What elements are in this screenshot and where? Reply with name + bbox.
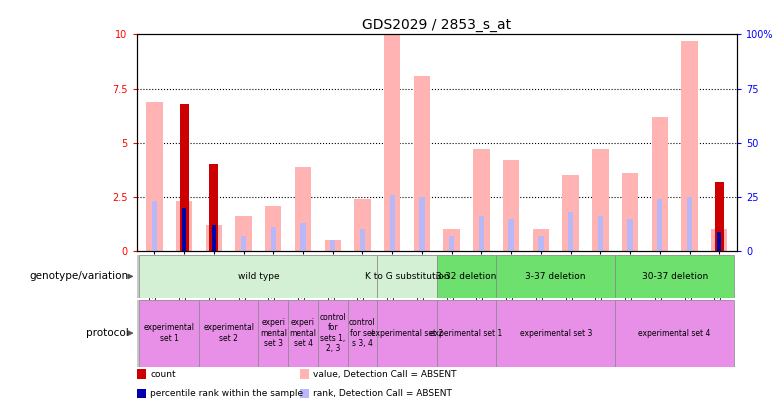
Bar bbox=[597, 216, 603, 251]
Bar bbox=[389, 195, 395, 251]
Bar bbox=[300, 388, 309, 398]
Bar bbox=[384, 34, 400, 251]
Bar bbox=[199, 300, 258, 367]
Bar bbox=[300, 369, 309, 379]
Text: 30-37 deletion: 30-37 deletion bbox=[641, 272, 707, 281]
Bar bbox=[420, 197, 424, 251]
Bar bbox=[258, 300, 288, 367]
Bar bbox=[568, 212, 573, 251]
Bar bbox=[622, 173, 638, 251]
Bar bbox=[360, 229, 365, 251]
Bar bbox=[212, 225, 215, 251]
Bar bbox=[615, 300, 734, 367]
Bar bbox=[140, 255, 378, 298]
Bar bbox=[503, 160, 519, 251]
Bar bbox=[295, 166, 311, 251]
Text: experimental set 4: experimental set 4 bbox=[639, 328, 711, 338]
Bar bbox=[136, 369, 146, 379]
Text: 3-37 deletion: 3-37 deletion bbox=[526, 272, 586, 281]
Bar bbox=[627, 219, 633, 251]
Bar bbox=[682, 41, 697, 251]
Text: wild type: wild type bbox=[238, 272, 279, 281]
Bar bbox=[209, 164, 218, 251]
Bar bbox=[413, 76, 430, 251]
Bar bbox=[151, 201, 157, 251]
Bar bbox=[348, 300, 378, 367]
Text: percentile rank within the sample: percentile rank within the sample bbox=[151, 389, 303, 398]
Bar bbox=[651, 117, 668, 251]
Bar bbox=[496, 300, 615, 367]
Bar bbox=[437, 300, 496, 367]
Bar bbox=[449, 236, 454, 251]
Bar bbox=[533, 229, 549, 251]
Bar bbox=[378, 300, 437, 367]
Text: control
for
sets 1,
2, 3: control for sets 1, 2, 3 bbox=[319, 313, 346, 353]
Bar bbox=[300, 223, 306, 251]
Bar bbox=[324, 240, 341, 251]
Text: count: count bbox=[151, 370, 176, 379]
Text: experimental set 2: experimental set 2 bbox=[371, 328, 443, 338]
Bar bbox=[288, 300, 318, 367]
Text: experi
mental
set 4: experi mental set 4 bbox=[289, 318, 317, 348]
Bar bbox=[714, 182, 724, 251]
Bar bbox=[717, 229, 722, 251]
Bar bbox=[183, 208, 186, 251]
Bar bbox=[140, 300, 199, 367]
Bar bbox=[562, 175, 579, 251]
Bar bbox=[206, 225, 222, 251]
Bar bbox=[211, 223, 217, 251]
Bar bbox=[711, 229, 728, 251]
Bar bbox=[657, 199, 662, 251]
Bar bbox=[473, 149, 490, 251]
Bar bbox=[496, 255, 615, 298]
Text: genotype/variation: genotype/variation bbox=[30, 271, 129, 281]
Bar bbox=[176, 201, 192, 251]
Text: experimental
set 2: experimental set 2 bbox=[203, 324, 254, 343]
Bar bbox=[330, 240, 335, 251]
Bar bbox=[354, 199, 370, 251]
Bar bbox=[271, 227, 276, 251]
Bar bbox=[241, 236, 246, 251]
Text: experimental
set 1: experimental set 1 bbox=[144, 324, 195, 343]
Bar bbox=[265, 206, 282, 251]
Bar bbox=[479, 216, 484, 251]
Bar bbox=[136, 388, 146, 398]
Text: experi
mental
set 3: experi mental set 3 bbox=[260, 318, 287, 348]
Bar bbox=[538, 236, 544, 251]
Title: GDS2029 / 2853_s_at: GDS2029 / 2853_s_at bbox=[362, 18, 512, 32]
Text: value, Detection Call = ABSENT: value, Detection Call = ABSENT bbox=[314, 370, 457, 379]
Text: protocol: protocol bbox=[86, 328, 129, 338]
Bar bbox=[182, 206, 186, 251]
Bar bbox=[179, 104, 189, 251]
Text: experimental set 1: experimental set 1 bbox=[431, 328, 502, 338]
Bar bbox=[378, 255, 437, 298]
Bar bbox=[437, 255, 496, 298]
Bar bbox=[592, 149, 608, 251]
Text: K to G substitution: K to G substitution bbox=[365, 272, 449, 281]
Text: 3-32 deletion: 3-32 deletion bbox=[436, 272, 497, 281]
Text: rank, Detection Call = ABSENT: rank, Detection Call = ABSENT bbox=[314, 389, 452, 398]
Bar bbox=[687, 197, 692, 251]
Bar bbox=[718, 232, 721, 251]
Bar bbox=[146, 102, 162, 251]
Bar bbox=[236, 216, 252, 251]
Bar bbox=[615, 255, 734, 298]
Text: experimental set 3: experimental set 3 bbox=[519, 328, 592, 338]
Bar bbox=[444, 229, 460, 251]
Bar bbox=[318, 300, 348, 367]
Text: control
for set
s 3, 4: control for set s 3, 4 bbox=[349, 318, 376, 348]
Bar bbox=[509, 219, 514, 251]
